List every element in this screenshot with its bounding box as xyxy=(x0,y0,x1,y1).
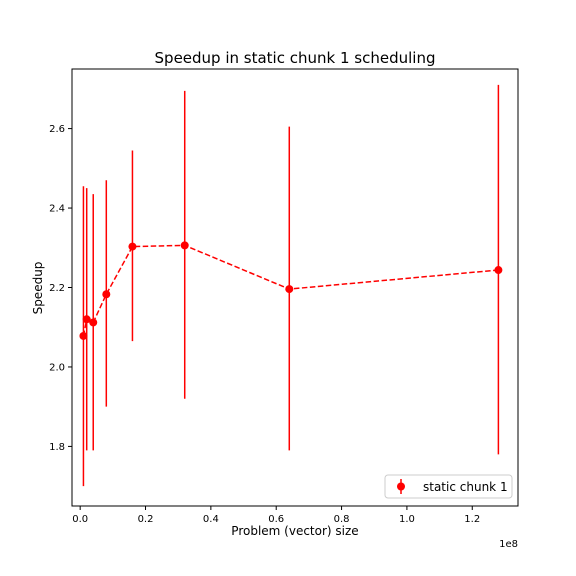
data-point xyxy=(79,332,87,340)
x-offset-label: 1e8 xyxy=(499,539,518,550)
y-tick-label: 2.0 xyxy=(49,362,65,373)
x-tick-label: 0.2 xyxy=(138,514,154,525)
y-tick-label: 2.2 xyxy=(49,283,65,294)
chart-title: Speedup in static chunk 1 scheduling xyxy=(155,49,436,67)
y-axis-label: Speedup xyxy=(31,262,45,315)
x-tick-label: 0.4 xyxy=(203,514,219,525)
x-tick-label: 1.0 xyxy=(399,514,415,525)
legend-point-marker xyxy=(397,483,405,491)
x-axis-label: Problem (vector) size xyxy=(231,524,358,538)
data-point xyxy=(181,241,189,249)
data-point xyxy=(494,266,502,274)
y-tick-label: 1.8 xyxy=(49,442,65,453)
x-tick-label: 0.0 xyxy=(72,514,88,525)
data-point xyxy=(89,318,97,326)
legend: static chunk 1 xyxy=(385,475,512,498)
x-tick-label: 1.2 xyxy=(464,514,480,525)
legend-label: static chunk 1 xyxy=(423,480,508,494)
data-point xyxy=(128,243,136,251)
data-point xyxy=(285,285,293,293)
y-tick-label: 2.6 xyxy=(49,124,65,135)
y-tick-label: 2.4 xyxy=(49,204,65,215)
plot-frame xyxy=(72,69,518,506)
data-point xyxy=(102,290,110,298)
